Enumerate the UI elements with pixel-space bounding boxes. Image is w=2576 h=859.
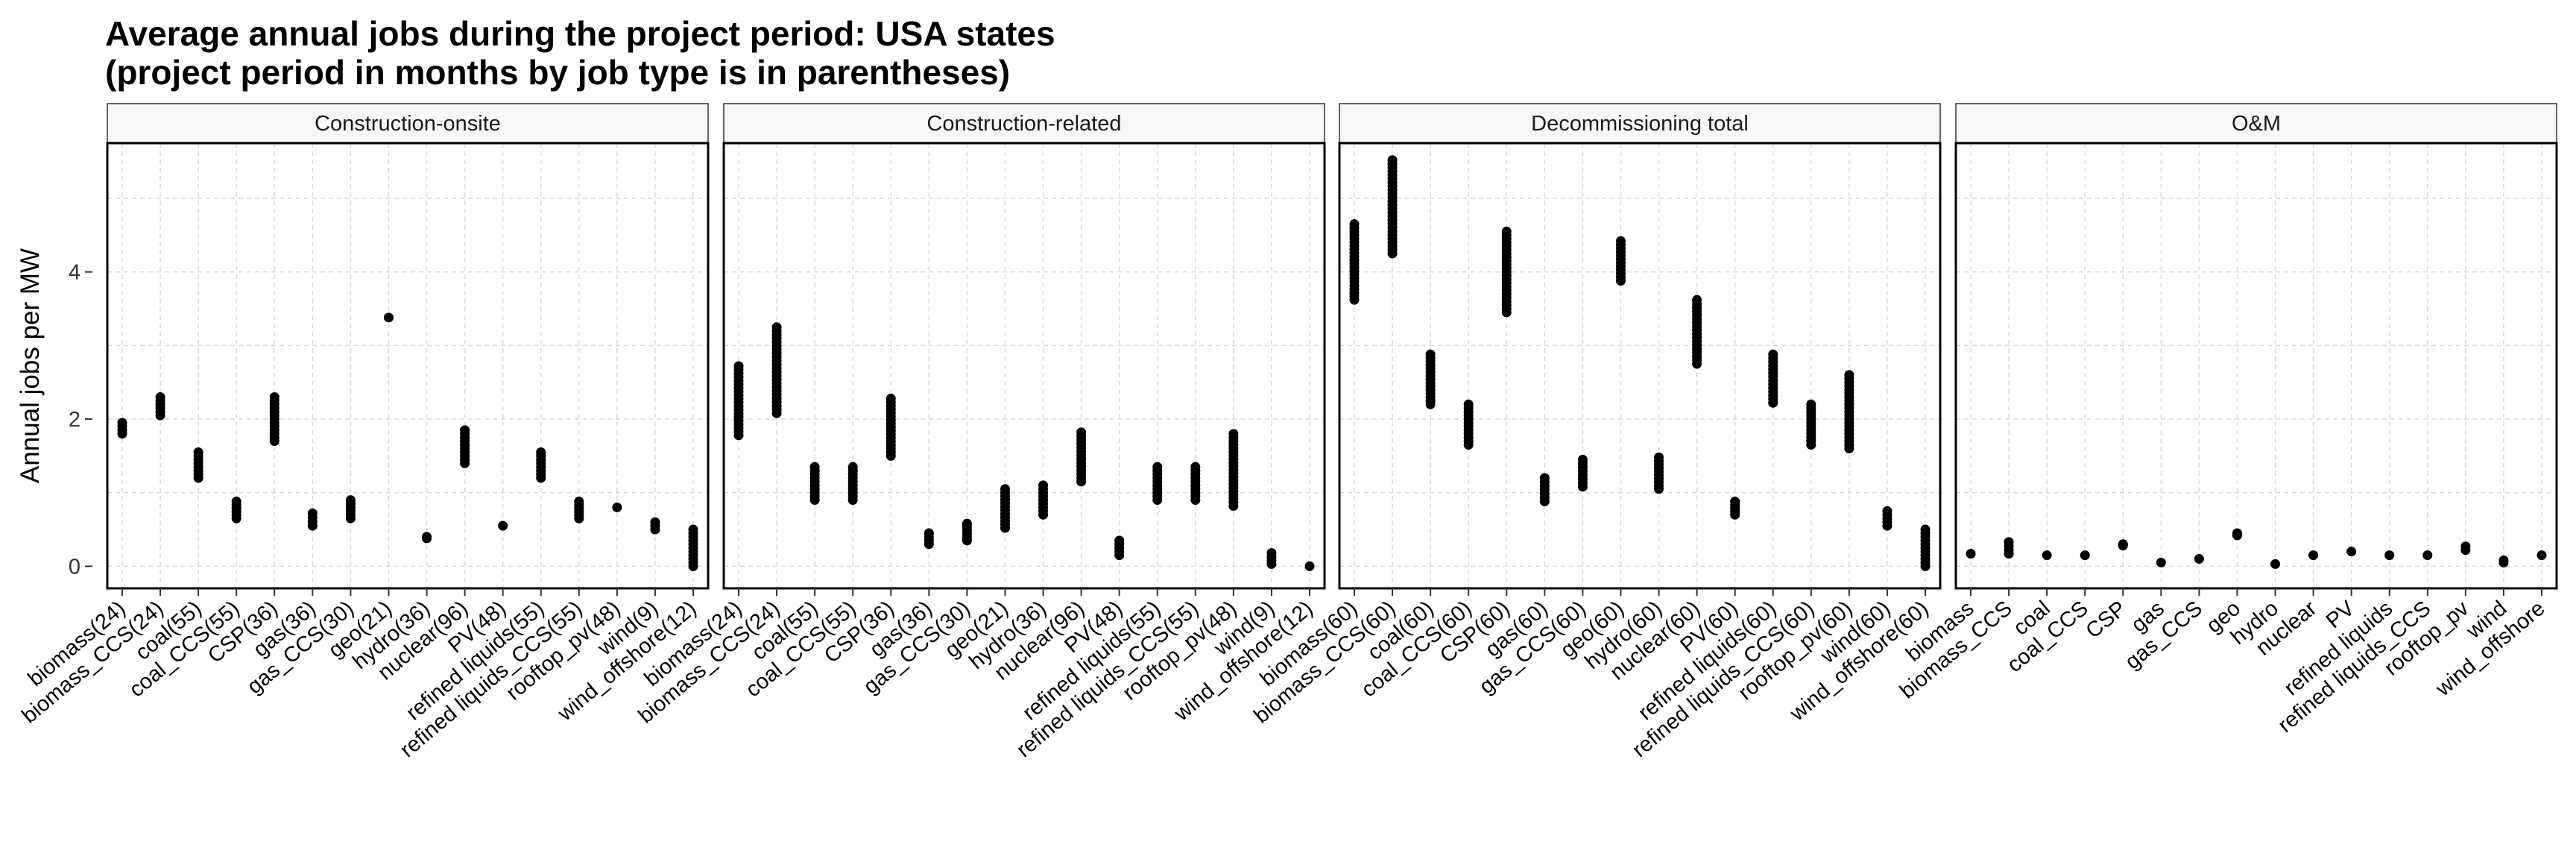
- data-point: [650, 517, 660, 527]
- panel-border: [106, 142, 710, 590]
- data-point: [1000, 484, 1010, 494]
- data-point: [962, 518, 972, 529]
- data-point: [612, 502, 622, 512]
- data-point: [1654, 452, 1664, 462]
- panel-background: [1956, 143, 2557, 588]
- data-point: [498, 520, 508, 531]
- data-point: [536, 447, 546, 457]
- data-point: [1692, 295, 1702, 305]
- data-point: [688, 524, 698, 535]
- data-point: [231, 497, 242, 507]
- data-point: [2004, 537, 2014, 547]
- data-point: [307, 508, 318, 518]
- data-point: [733, 361, 744, 371]
- data-point: [1615, 236, 1626, 246]
- data-point: [847, 462, 858, 472]
- facet-strip-label: Decommissioning total: [1531, 112, 1749, 136]
- data-point: [155, 391, 165, 402]
- data-point: [1539, 473, 1550, 483]
- data-point: [1038, 480, 1049, 491]
- data-point: [2460, 541, 2471, 552]
- data-point: [1425, 349, 1436, 359]
- panel-background: [1339, 143, 1940, 588]
- data-point: [1966, 549, 1976, 559]
- data-point: [2422, 550, 2433, 561]
- data-point: [269, 391, 280, 402]
- data-point: [2156, 557, 2166, 567]
- data-point: [771, 322, 782, 333]
- y-tick-label: 0: [69, 555, 80, 579]
- data-point: [2118, 539, 2128, 550]
- facet-strip: [107, 103, 709, 143]
- data-point: [345, 495, 356, 506]
- x-tick-label: gas_CCS: [2121, 597, 2207, 674]
- data-point: [1304, 561, 1315, 571]
- panel-background: [107, 143, 708, 588]
- x-tick-label: CSP: [2082, 597, 2131, 644]
- data-point: [1768, 349, 1778, 359]
- facet-strip-label: O&M: [2232, 112, 2281, 136]
- y-tick-label: 2: [69, 408, 80, 432]
- data-point: [1152, 462, 1163, 472]
- data-point: [2042, 550, 2052, 561]
- facet-strip: [1339, 103, 1941, 143]
- data-point: [2536, 550, 2547, 561]
- data-point: [2270, 558, 2281, 569]
- data-point: [924, 528, 934, 538]
- data-point: [1114, 535, 1125, 546]
- chart-title-line-1: Average annual jobs during the project p…: [105, 14, 1055, 53]
- y-tick-label: 4: [69, 261, 80, 285]
- data-point: [383, 312, 394, 323]
- data-point: [117, 418, 127, 428]
- data-point: [809, 462, 820, 472]
- data-point: [1387, 155, 1398, 166]
- data-point: [1076, 427, 1087, 438]
- data-point: [1190, 462, 1201, 472]
- panel-background: [724, 143, 1325, 588]
- data-point: [422, 532, 432, 542]
- data-point: [2080, 550, 2090, 561]
- panel-border: [1954, 142, 2558, 590]
- data-point: [1844, 370, 1854, 380]
- data-point: [2194, 554, 2204, 564]
- data-point: [2384, 550, 2395, 561]
- data-point: [574, 497, 584, 507]
- data-point: [886, 393, 896, 403]
- data-point: [1463, 399, 1474, 409]
- data-point: [1501, 226, 1512, 236]
- y-axis-label: Annual jobs per MW: [16, 248, 45, 483]
- data-point: [1730, 497, 1740, 507]
- data-point: [193, 447, 203, 457]
- facet-strip-label: Construction-onsite: [315, 112, 501, 136]
- panel-border: [1338, 142, 1942, 590]
- data-point: [1920, 524, 1931, 535]
- data-point: [2498, 556, 2509, 566]
- data-point: [1577, 454, 1588, 465]
- facet-strip: [723, 103, 1325, 143]
- panel-border: [722, 142, 1326, 590]
- facet-strip-label: Construction-related: [926, 112, 1121, 136]
- data-point: [1266, 548, 1277, 558]
- data-point: [2232, 528, 2242, 538]
- chart-title-line-2: (project period in months by job type is…: [105, 53, 1011, 92]
- data-point: [1228, 429, 1239, 439]
- data-point: [1349, 219, 1360, 230]
- data-point: [460, 425, 470, 435]
- data-point: [1882, 506, 1892, 516]
- data-point: [2346, 547, 2357, 557]
- data-point: [1806, 399, 1816, 409]
- data-point: [2308, 550, 2319, 561]
